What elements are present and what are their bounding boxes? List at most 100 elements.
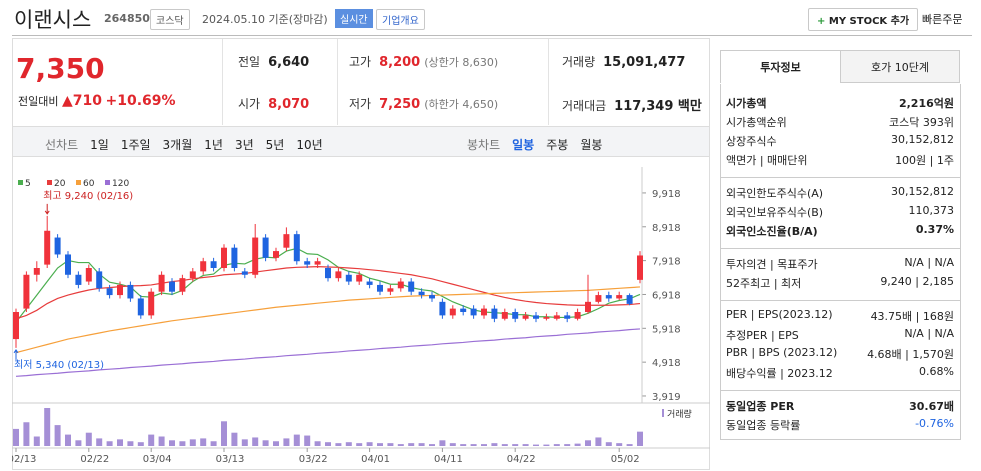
candle-body [304, 261, 311, 265]
candle-body [189, 271, 196, 279]
candle-body [366, 281, 373, 285]
info-label: 배당수익률 | 2023.12 [726, 367, 833, 380]
summary-label: 저가 [349, 97, 372, 111]
info-label: 투자의견 | 목표주가 [726, 258, 818, 271]
info-row: 액면가 | 매매단위 100원 | 1주 [726, 152, 954, 171]
period-tab[interactable]: 1일 [90, 138, 109, 152]
period-tab[interactable]: 1주일 [120, 138, 151, 152]
summary-item: 시가 8,070 [238, 95, 309, 112]
x-tick-label: 04/01 [361, 454, 390, 465]
volume-bar [54, 425, 61, 446]
candle-tab[interactable]: 주봉 [546, 138, 569, 152]
volume-bar [13, 428, 19, 446]
candle-body [179, 278, 186, 292]
info-label: 동일업종 PER [726, 400, 795, 413]
candle-body [345, 274, 352, 282]
volume-bar [314, 441, 321, 446]
arrow [13, 348, 19, 360]
volume-bar [65, 434, 71, 446]
legend-swatch [105, 180, 110, 185]
period-tab[interactable]: 3개월 [162, 138, 193, 152]
candle-body [158, 274, 165, 292]
info-label: 52주최고 | 최저 [726, 277, 802, 290]
info-label: PER | EPS(2023.12) [726, 308, 833, 321]
info-row: 투자의견 | 목표주가 N/A | N/A [726, 256, 954, 275]
candle-body [200, 261, 207, 272]
legend-swatch [18, 180, 23, 185]
info-label: 시가총액순위 [726, 116, 787, 129]
period-tab[interactable]: 10년 [296, 138, 323, 152]
period-tab[interactable]: 3년 [234, 138, 254, 152]
volume-bar [595, 437, 602, 446]
volume-bar [179, 441, 186, 446]
candle-tab[interactable]: 일봉 [512, 138, 535, 152]
candle-body [408, 281, 415, 292]
realtime-badge: 실시간 [335, 9, 373, 28]
candle-body [616, 295, 623, 299]
summary-value: 7,250 [379, 97, 421, 112]
volume-bar [335, 443, 342, 446]
y-tick-label: 3,919 [652, 392, 681, 403]
info-value: 30,152,812 [891, 185, 954, 198]
candle-body [595, 295, 602, 302]
volume-bar [283, 438, 290, 446]
volume-bar [325, 442, 331, 446]
current-price: 7,350 [16, 52, 105, 85]
summary-label: 시가 [238, 97, 261, 111]
candle-body [75, 274, 82, 285]
candle-tab[interactable]: 월봉 [580, 138, 603, 152]
info-row: 외국인소진율(B/A) 0.37% [726, 223, 954, 242]
x-tick-label: 03/04 [143, 454, 172, 465]
candle-body [262, 237, 269, 258]
volume-bar [616, 443, 623, 446]
summary-label: 전일 [238, 55, 261, 69]
overview-button[interactable]: 기업개요 [376, 9, 425, 30]
info-tab[interactable]: 호가 10단계 [840, 50, 960, 83]
candle-body [85, 268, 92, 282]
info-row: 상장주식수 30,152,812 [726, 133, 954, 152]
volume-bar [241, 439, 248, 446]
candle-body [585, 301, 591, 312]
volume-bar [23, 422, 30, 446]
info-divider [720, 248, 961, 249]
volume-bar [574, 443, 581, 446]
volume-bar [221, 421, 227, 446]
volume-bar [439, 440, 446, 446]
info-row: 시가총액 2,216억원 [726, 95, 954, 114]
info-label: 외국인보유주식수(B) [726, 206, 824, 219]
info-divider [720, 300, 961, 301]
period-tab[interactable]: 1년 [204, 138, 223, 152]
candle-body [626, 295, 633, 304]
divider [12, 35, 972, 36]
candle-body [533, 315, 539, 319]
market-badge: 코스닥 [150, 9, 190, 30]
volume-bar [273, 441, 279, 446]
tab-label: 봉차트 [467, 138, 501, 152]
volume-bar [543, 444, 550, 446]
period-tab[interactable]: 5년 [265, 138, 285, 152]
info-value: 100원 | 1주 [895, 154, 954, 167]
volume-bar [345, 442, 352, 446]
volume-bar [564, 444, 571, 446]
summary-value: 117,349 백만 [614, 99, 702, 114]
info-value: 9,240 | 2,185 [880, 275, 954, 288]
volume-bar [470, 444, 477, 446]
summary-item: 전일 6,640 [238, 53, 309, 70]
volume-bar [210, 441, 217, 446]
change-row: 전일대비 ▲710 +10.69% [18, 93, 176, 109]
summary-label: 고가 [349, 55, 372, 69]
volume-bar [304, 435, 311, 446]
legend-label: 5 [25, 179, 31, 189]
info-label: 시가총액 [726, 97, 767, 110]
quick-order[interactable]: 빠른주문 [922, 13, 963, 26]
y-tick-label: 8,918 [652, 223, 681, 234]
info-value: 2,216억원 [898, 97, 954, 110]
y-tick-label: 6,918 [652, 290, 681, 301]
candle-body [96, 271, 103, 289]
volume-bar [397, 444, 404, 446]
summary-value: 8,070 [268, 97, 310, 112]
info-tab[interactable]: 투자정보 [720, 50, 841, 83]
info-row: 52주최고 | 최저 9,240 | 2,185 [726, 275, 954, 294]
mystock-button[interactable]: + MY STOCK 추가 [808, 8, 919, 31]
ma-line [15, 328, 641, 377]
